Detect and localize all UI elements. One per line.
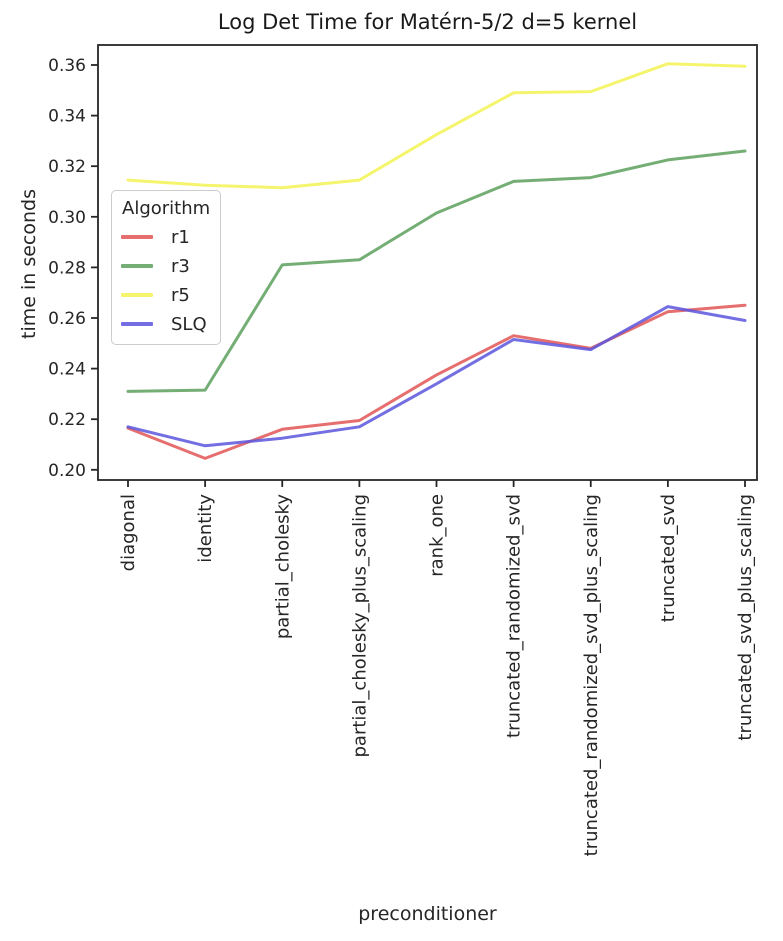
- series-line-r5: [126, 62, 747, 190]
- x-axis-label: preconditioner: [358, 903, 497, 925]
- x-tick-label: truncated_svd_plus_scaling: [735, 494, 756, 741]
- y-tick-label: 0.20: [48, 461, 86, 481]
- legend-label: SLQ: [171, 313, 207, 335]
- x-tick-label: identity: [195, 494, 216, 563]
- legend-swatch-r5: [121, 293, 153, 297]
- legend-label: r3: [171, 255, 190, 277]
- legend-label: r1: [171, 226, 190, 248]
- x-tick-label: partial_cholesky: [272, 494, 293, 639]
- legend: Algorithm r1 r3 r5 SLQ: [111, 190, 222, 345]
- x-tick-label: rank_one: [427, 494, 448, 577]
- y-tick-label: 0.34: [48, 107, 86, 127]
- legend-swatch-r1: [121, 235, 153, 239]
- y-tick-label: 0.28: [48, 258, 86, 278]
- y-tick-label: 0.26: [48, 309, 86, 329]
- x-tick-label: truncated_randomized_svd: [504, 494, 525, 738]
- legend-swatch-r3: [121, 264, 153, 268]
- plot-spines: [97, 44, 758, 481]
- legend-items: r1 r3 r5 SLQ: [121, 226, 210, 335]
- legend-item-r1: r1: [121, 226, 210, 248]
- y-tick-label: 0.36: [48, 56, 86, 76]
- y-tick-label: 0.22: [48, 410, 86, 430]
- x-tick-label: truncated_svd: [658, 494, 679, 622]
- x-tick-label: diagonal: [118, 494, 139, 571]
- y-tick-label: 0.30: [48, 208, 86, 228]
- legend-swatch-SLQ: [121, 322, 153, 326]
- x-tick-label: partial_cholesky_plus_scaling: [349, 494, 370, 758]
- series-line-SLQ: [126, 305, 747, 448]
- legend-label: r5: [171, 284, 190, 306]
- x-tick-label: truncated_randomized_svd_plus_scaling: [581, 494, 602, 856]
- chart-title: Log Det Time for Matérn-5/2 d=5 kernel: [217, 10, 638, 34]
- legend-item-SLQ: SLQ: [121, 313, 210, 335]
- legend-title: Algorithm: [122, 198, 211, 219]
- series-line-r3: [126, 149, 747, 393]
- y-tick-label: 0.24: [48, 360, 86, 380]
- y-tick-label: 0.32: [48, 157, 86, 177]
- legend-item-r5: r5: [121, 284, 210, 306]
- legend-item-r3: r3: [121, 255, 210, 277]
- series-line-r1: [126, 303, 747, 460]
